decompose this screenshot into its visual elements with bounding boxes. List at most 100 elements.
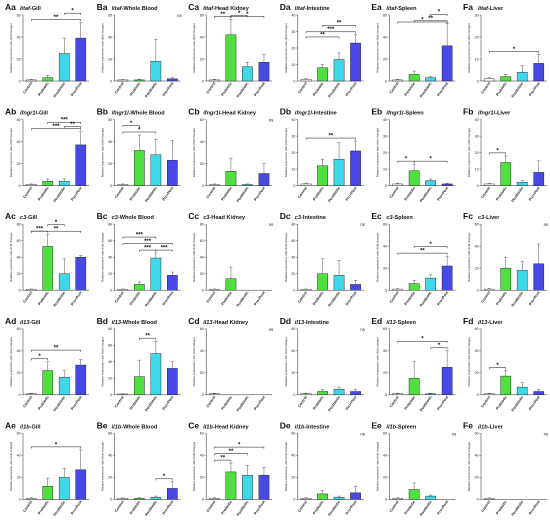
- y-axis-label: Relative expression ratio (fold change): [192, 232, 196, 281]
- panel-title-tissue: -Head Kidney: [220, 111, 257, 117]
- panel-letter: Fc: [463, 211, 473, 221]
- x-category-label: Probiotic: [404, 500, 416, 515]
- x-category-label: Postbiotic: [144, 291, 158, 308]
- significance-label: *: [55, 442, 58, 448]
- bar-probiotic: [317, 273, 328, 291]
- x-category-label: Control: [114, 186, 125, 199]
- x-category-label: Control: [480, 81, 491, 94]
- x-category-label: Control: [389, 81, 400, 94]
- significance-bracket: [155, 478, 173, 481]
- y-tick-label: 0: [19, 289, 21, 293]
- x-category-label: Probiotic: [312, 500, 324, 515]
- y-axis-label: Relative expression ratio (fold change): [101, 337, 105, 386]
- panel-Ab: Ab ifngr1l-Gill Relative expression ratio …: [5, 107, 89, 203]
- bar-control: [117, 393, 129, 396]
- y-axis-label: Relative expression ratio (fold change): [9, 337, 13, 386]
- panel-title-gene: ifngr1l: [112, 111, 130, 117]
- panel-letter: Fb: [463, 107, 473, 117]
- significance-label: *: [38, 354, 41, 360]
- y-tick-label: 40: [383, 245, 387, 249]
- y-axis-label: Relative expression ratio (fold change): [467, 232, 471, 281]
- x-category-label: Postbiotic: [236, 81, 250, 98]
- panel-title-gene: litaf: [203, 6, 214, 12]
- panel-Ad: Ad il13-Gill Relative expression ratio (fo…: [5, 316, 89, 412]
- ns-label: ns: [544, 431, 548, 436]
- significance-label: *: [513, 47, 516, 53]
- bar-pro-post: [533, 63, 545, 82]
- panel-title-tissue: -Whole Blood: [121, 320, 158, 326]
- panel-title-tissue: -Spleen: [393, 215, 414, 221]
- bar-probiotic: [317, 165, 328, 186]
- panel-Db: Db ifngr1l-Intestine Relative expression r…: [280, 107, 364, 203]
- bar-control: [209, 79, 220, 82]
- significance-bracket: [31, 349, 81, 352]
- panel-letter: Bc: [97, 211, 108, 221]
- x-category-label: Probiotic: [37, 81, 49, 96]
- x-category-label: Pro+Post: [437, 395, 450, 411]
- panel-title-gene: c3: [295, 215, 302, 221]
- significance-label: *: [238, 443, 241, 449]
- panel-letter: Cd: [188, 316, 199, 326]
- y-axis-label: Relative expression ratio (fold change): [9, 442, 13, 491]
- significance-bracket: [214, 453, 248, 456]
- x-category-label: Control: [480, 500, 491, 513]
- x-category-label: Pro+Post: [345, 499, 358, 515]
- bar-probiotic: [408, 170, 420, 186]
- panel-title: il1b-Head Kidney: [203, 424, 249, 430]
- significance-label: *: [438, 10, 441, 16]
- y-tick-label: 60: [108, 118, 112, 122]
- bar-probiotic: [134, 79, 145, 82]
- y-tick-label: 40: [17, 256, 21, 260]
- y-tick-label: 20: [475, 371, 479, 375]
- x-category-label: Pro+Post: [253, 395, 266, 411]
- y-tick-label: 40: [475, 349, 479, 353]
- panel-title-tissue: -Liver: [488, 6, 504, 12]
- panel-title-gene: litaf: [20, 6, 31, 12]
- ns-label: ns: [360, 327, 364, 332]
- bar-postbiotic: [425, 495, 436, 500]
- y-tick-label: 0: [110, 79, 112, 83]
- y-tick-label: 0: [293, 289, 295, 293]
- y-tick-label: 60: [291, 327, 295, 331]
- panel-title-tissue: -Liver: [495, 111, 511, 117]
- x-category-label: Control: [297, 291, 308, 304]
- x-category-label: Pro+Post: [528, 185, 541, 201]
- panel-Ed: Ed il13-Spleen Relative expression ratio (…: [371, 316, 456, 412]
- y-tick-label: 40: [17, 454, 21, 458]
- y-tick-label: 40: [475, 118, 479, 122]
- y-tick-label: 20: [383, 371, 387, 375]
- x-category-label: Postbiotic: [144, 81, 158, 98]
- panel-title: litaf-Whole Blood: [112, 6, 159, 12]
- bar-postbiotic: [242, 66, 253, 82]
- significance-label: ***: [144, 245, 152, 251]
- significance-label: **: [54, 346, 59, 352]
- y-tick-label: 0: [385, 79, 387, 83]
- bar-probiotic: [42, 180, 54, 186]
- y-tick-label: 40: [200, 140, 204, 144]
- bar-postbiotic: [425, 277, 436, 291]
- y-tick-label: 60: [108, 432, 112, 436]
- bar-control: [209, 289, 220, 291]
- ns-label: ns: [269, 118, 273, 123]
- significance-bracket: [64, 12, 81, 15]
- panel-title-gene: ifngr1l: [478, 111, 496, 117]
- significance-label: **: [337, 21, 342, 27]
- bar-control: [25, 498, 37, 500]
- significance-bracket: [47, 224, 65, 227]
- x-category-label: Pro+Post: [162, 290, 175, 306]
- panel-letter: Ce: [188, 420, 199, 430]
- y-axis-label: Relative expression ratio (fold change): [192, 442, 196, 491]
- bar-control: [300, 183, 312, 186]
- bar-pro-post: [167, 488, 178, 500]
- x-category-label: Postbiotic: [144, 395, 158, 412]
- y-tick-label: 40: [108, 140, 112, 144]
- bar-control: [117, 289, 129, 291]
- bar-pro-post: [533, 263, 545, 291]
- panel-title-gene: il1b: [478, 424, 488, 430]
- ns-label: ns: [544, 222, 548, 227]
- panel-title-gene: il13: [112, 320, 122, 326]
- bar-postbiotic: [425, 180, 436, 186]
- panel-title: ifngr1l-Whole Blood: [112, 111, 166, 117]
- y-axis-label: Relative expression ratio (fold change): [284, 128, 288, 177]
- x-category-label: Probiotic: [221, 500, 233, 515]
